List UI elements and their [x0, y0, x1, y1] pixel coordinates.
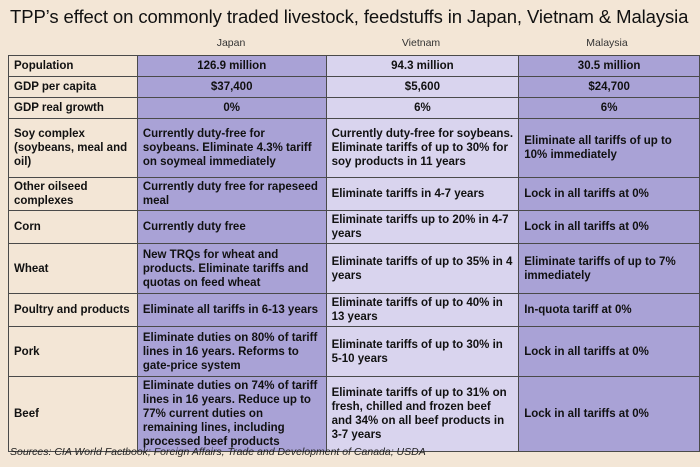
table-row: Pork Eliminate duties on 80% of tariff li…	[8, 326, 700, 377]
cell-malaysia: Lock in all tariffs at 0%	[518, 326, 700, 377]
table-row: Poultry and products Eliminate all tariff…	[8, 293, 700, 327]
cell-japan: $37,400	[136, 76, 327, 98]
cell-japan: New TRQs for wheat and products. Elimina…	[136, 243, 327, 294]
cell-vietnam: Eliminate tariffs of up to 40% in 13 yea…	[325, 293, 520, 327]
cell-malaysia: 30.5 million	[518, 55, 700, 77]
cell-japan: Currently duty-free for soybeans. Elimin…	[136, 118, 327, 178]
row-label: Poultry and products	[8, 293, 138, 327]
cell-japan: 126.9 million	[136, 55, 327, 77]
cell-japan: Eliminate duties on 80% of tariff lines …	[136, 326, 327, 377]
table-row: GDP real growth 0% 6% 6%	[8, 97, 700, 119]
table-row: Soy complex (soybeans, meal and oil) Curr…	[8, 118, 700, 178]
cell-vietnam: Eliminate tariffs of up to 31% on fresh,…	[325, 376, 520, 452]
cell-vietnam: 6%	[325, 97, 520, 119]
cell-vietnam: Eliminate tariffs in 4-7 years	[325, 177, 520, 211]
cell-malaysia: Eliminate tariffs of up to 7% immediatel…	[518, 243, 700, 294]
cell-malaysia: $24,700	[518, 76, 700, 98]
column-header-japan: Japan	[216, 37, 246, 49]
row-label: GDP per capita	[8, 76, 138, 98]
table-row: Population 126.9 million 94.3 million 30.5 …	[8, 55, 700, 77]
cell-vietnam: $5,600	[325, 76, 520, 98]
cell-malaysia: Lock in all tariffs at 0%	[518, 177, 700, 211]
cell-malaysia: Eliminate all tariffs of up to 10% immed…	[518, 118, 700, 178]
cell-malaysia: Lock in all tariffs at 0%	[518, 210, 700, 244]
row-label: Pork	[8, 326, 138, 377]
cell-vietnam: Eliminate tariffs up to 20% in 4-7 years	[325, 210, 520, 244]
cell-japan: 0%	[136, 97, 327, 119]
cell-malaysia: In-quota tariff at 0%	[518, 293, 700, 327]
cell-japan: Currently duty free for rapeseed meal	[136, 177, 327, 211]
cell-japan: Eliminate duties on 74% of tariff lines …	[136, 376, 327, 452]
row-label: Soy complex (soybeans, meal and oil)	[8, 118, 138, 178]
page-title: TPP’s effect on commonly traded livestoc…	[10, 6, 689, 27]
row-label: Wheat	[8, 243, 138, 294]
row-label: Population	[8, 55, 138, 77]
column-header-malaysia: Malaysia	[586, 37, 628, 49]
cell-japan: Eliminate all tariffs in 6-13 years	[136, 293, 327, 327]
cell-vietnam: 94.3 million	[325, 55, 520, 77]
cell-vietnam: Eliminate tariffs of up to 35% in 4 year…	[325, 243, 520, 294]
cell-malaysia: Lock in all tariffs at 0%	[518, 376, 700, 452]
row-label: Other oilseed complexes	[8, 177, 138, 211]
column-header-vietnam: Vietnam	[401, 37, 441, 49]
table-row: Wheat New TRQs for wheat and products. El…	[8, 243, 700, 294]
row-label: Beef	[8, 376, 138, 452]
table-row: Beef Eliminate duties on 74% of tariff li…	[8, 376, 700, 452]
table-row: Other oilseed complexes Currently duty fr…	[8, 177, 700, 211]
cell-vietnam: Currently duty-free for soybeans. Elimin…	[325, 118, 520, 178]
cell-vietnam: Eliminate tariffs of up to 30% in 5-10 y…	[325, 326, 520, 377]
table-row: Corn Currently duty free Eliminate tariffs…	[8, 210, 700, 244]
cell-malaysia: 6%	[518, 97, 700, 119]
sources-footer: Sources: CIA World Factbook; Foreign Aff…	[10, 446, 426, 458]
cell-japan: Currently duty free	[136, 210, 327, 244]
row-label: Corn	[8, 210, 138, 244]
tariff-table: Population 126.9 million 94.3 million 30.5 …	[8, 55, 700, 452]
table-row: GDP per capita $37,400 $5,600 $24,700	[8, 76, 700, 98]
row-label: GDP real growth	[8, 97, 138, 119]
